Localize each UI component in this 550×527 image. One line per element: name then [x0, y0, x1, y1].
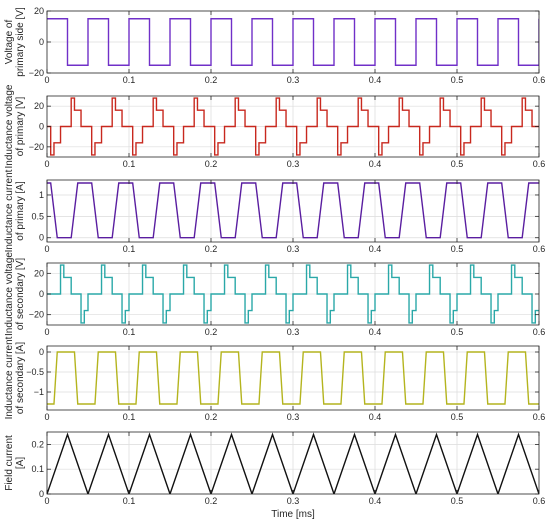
- x-tick-label: 0.3: [287, 244, 300, 254]
- x-tick-label: 0.4: [369, 327, 382, 337]
- x-tick-label: 0.4: [369, 412, 382, 422]
- x-tick-label: 0.2: [205, 327, 218, 337]
- y-tick-label: 1: [39, 190, 44, 200]
- x-tick-label: 0.5: [451, 412, 464, 422]
- series-line-1-1: [47, 18, 539, 66]
- x-tick-label: 0.1: [123, 327, 136, 337]
- y-tick-label: −1: [34, 387, 44, 397]
- x-tick-label: 0.3: [287, 496, 300, 506]
- y-axis-label: Voltage of: [4, 20, 15, 65]
- x-axis-label: Time [ms]: [271, 509, 315, 520]
- x-tick-label: 0: [44, 496, 49, 506]
- x-tick-label: 0.1: [123, 412, 136, 422]
- y-tick-label: 0.1: [31, 464, 44, 474]
- x-tick-label: 0.5: [451, 75, 464, 85]
- y-tick-label: 0: [39, 233, 44, 243]
- y-tick-label: −20: [29, 142, 44, 152]
- x-tick-label: 0.3: [287, 75, 300, 85]
- x-tick-label: 0.6: [533, 327, 546, 337]
- y-tick-label: 20: [34, 101, 44, 111]
- x-tick-label: 0: [44, 244, 49, 254]
- x-tick-label: 0.1: [123, 496, 136, 506]
- x-tick-label: 0: [44, 75, 49, 85]
- x-tick-label: 0.6: [533, 496, 546, 506]
- x-tick-label: 0.6: [533, 75, 546, 85]
- y-tick-label: 0.5: [31, 211, 44, 221]
- x-tick-label: 0.5: [451, 159, 464, 169]
- series-line-5-1: [47, 351, 539, 405]
- x-tick-label: 0.6: [533, 244, 546, 254]
- y-tick-label: 0.2: [31, 439, 44, 449]
- y-tick-label: 0: [39, 347, 44, 357]
- x-tick-label: 0.1: [123, 75, 136, 85]
- y-tick-label: −20: [29, 68, 44, 78]
- x-tick-label: 0.2: [205, 159, 218, 169]
- subplot-5: 0 0.1 0.2 0.3 0.4 0.5 0.6 −1 −0.5 0 Inductance cur…: [4, 336, 545, 422]
- x-tick-label: 0.1: [123, 159, 136, 169]
- y-tick-label: 0: [39, 37, 44, 47]
- y-axis-label: of secondary [A]: [15, 342, 26, 414]
- y-axis-label: Inductance voltage: [4, 252, 15, 336]
- y-axis-label: Inductance voltage: [4, 84, 15, 168]
- series-line-4-1: [47, 264, 539, 324]
- y-axis-label: primary side [V]: [15, 7, 26, 77]
- y-tick-label: 20: [34, 268, 44, 278]
- x-tick-label: 0.4: [369, 496, 382, 506]
- y-axis-label: Field current: [4, 435, 15, 491]
- x-tick-label: 0.3: [287, 159, 300, 169]
- x-tick-label: 0.4: [369, 75, 382, 85]
- y-tick-label: 0: [39, 289, 44, 299]
- x-tick-label: 0: [44, 327, 49, 337]
- series-line-2-1: [47, 97, 539, 156]
- x-tick-label: 0.5: [451, 327, 464, 337]
- y-axis-label: of primary [A]: [15, 181, 26, 241]
- x-tick-label: 0.2: [205, 75, 218, 85]
- x-tick-label: 0.2: [205, 244, 218, 254]
- y-tick-label: −20: [29, 310, 44, 320]
- x-tick-label: 0.1: [123, 244, 136, 254]
- subplot-6: 0 0.1 0.2 0.3 0.4 0.5 0.6 0 0.1 0.2 Field current[…: [4, 431, 546, 520]
- x-tick-label: 0: [44, 412, 49, 422]
- y-axis-label: of secondary [V]: [15, 258, 26, 330]
- y-axis-label: of primary [V]: [15, 97, 26, 157]
- y-tick-label: 20: [34, 6, 44, 16]
- y-axis-label: [A]: [15, 457, 26, 469]
- x-tick-label: 0.4: [369, 159, 382, 169]
- y-axis-label: Inductance current: [4, 169, 15, 252]
- subplot-3: 0 0.1 0.2 0.3 0.4 0.5 0.6 0 0.5 1 Inductance curre…: [4, 169, 545, 254]
- x-tick-label: 0.3: [287, 327, 300, 337]
- x-tick-label: 0.2: [205, 412, 218, 422]
- y-axis-label: Inductance current: [4, 336, 15, 419]
- x-tick-label: 0.5: [451, 244, 464, 254]
- x-tick-label: 0.6: [533, 159, 546, 169]
- x-tick-label: 0.4: [369, 244, 382, 254]
- x-tick-label: 0.3: [287, 412, 300, 422]
- y-tick-label: 0: [39, 489, 44, 499]
- x-tick-label: 0.5: [451, 496, 464, 506]
- y-tick-label: 0: [39, 122, 44, 132]
- x-tick-label: 0: [44, 159, 49, 169]
- x-tick-label: 0.6: [533, 412, 546, 422]
- x-tick-label: 0.2: [205, 496, 218, 506]
- y-tick-label: −0.5: [26, 367, 44, 377]
